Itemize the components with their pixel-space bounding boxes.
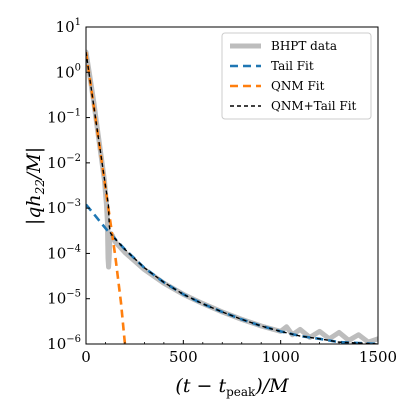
y-tick-label-4: 10−3 bbox=[47, 198, 81, 217]
legend-label-2: QNM Fit bbox=[271, 79, 325, 93]
legend-label-3: QNM+Tail Fit bbox=[271, 99, 357, 113]
legend-label-0: BHPT data bbox=[271, 39, 337, 53]
x-tick-label-0: 0 bbox=[81, 348, 91, 366]
y-tick-label-2: 10−1 bbox=[47, 108, 81, 127]
y-tick-label-3: 10−2 bbox=[47, 153, 81, 172]
legend-label-1: Tail Fit bbox=[271, 59, 314, 73]
legend-box bbox=[221, 32, 372, 120]
series-layer bbox=[86, 49, 378, 344]
y-tick-label-7: 10−6 bbox=[47, 334, 81, 353]
y-tick-label-0: 101 bbox=[56, 17, 81, 36]
y-tick-label-6: 10−5 bbox=[47, 289, 81, 308]
x-axis-label: (t − tpeak)/M bbox=[175, 375, 289, 399]
x-tick-label-1: 500 bbox=[169, 348, 198, 366]
legend: BHPT data Tail Fit QNM Fit QNM+Tail Fit bbox=[221, 32, 372, 120]
plot-frame bbox=[85, 26, 379, 345]
x-tick-label-3: 1500 bbox=[359, 348, 397, 366]
ticks-layer: 0 500 1000 1500 101 100 10−1 10−2 10−3 10−4 10−5 10… bbox=[47, 17, 397, 366]
x-tick-label-2: 1000 bbox=[262, 348, 300, 366]
y-axis-label: |qh22/M| bbox=[23, 147, 47, 225]
y-tick-label-1: 100 bbox=[56, 62, 81, 81]
series-line-3 bbox=[86, 51, 378, 344]
y-tick-label-5: 10−4 bbox=[47, 243, 81, 262]
